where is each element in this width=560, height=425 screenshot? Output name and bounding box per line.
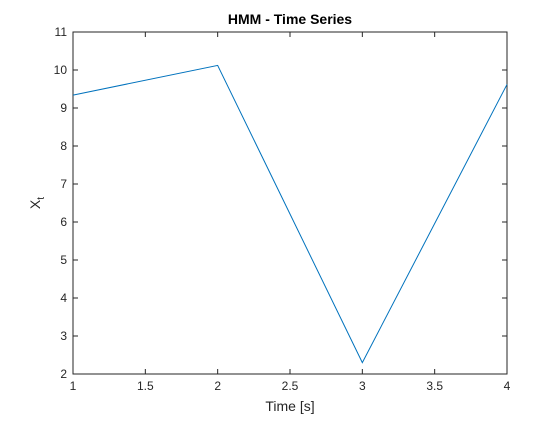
y-tick-label: 6	[60, 215, 67, 229]
y-tick-label: 10	[54, 63, 68, 77]
x-tick-label: 3.5	[426, 379, 443, 393]
y-tick-label: 4	[60, 291, 67, 305]
x-tick-label: 2.5	[282, 379, 299, 393]
series-line	[72, 64, 508, 364]
x-axis-label: Time [s]	[265, 398, 314, 414]
y-tick-label: 8	[60, 139, 67, 153]
x-tick-label: 4	[504, 379, 511, 393]
y-tick-label: 9	[60, 101, 67, 115]
y-tick-label: 3	[60, 329, 67, 343]
y-tick-label: 2	[60, 367, 67, 381]
x-tick-label: 1	[70, 379, 77, 393]
x-tick-label: 1.5	[137, 379, 154, 393]
y-axis-label: Xt	[27, 197, 47, 209]
plot-area	[72, 31, 508, 375]
y-axis-label-main: X	[27, 199, 43, 209]
y-axis-label-subscript: t	[36, 197, 47, 200]
tick-labels: 1 1.5 2 2.5 3 3.5 4 2 3 4 5 6 7 8 9 10 11	[54, 25, 511, 393]
axis-ticks	[72, 31, 508, 375]
y-tick-label: 7	[60, 177, 67, 191]
x-tick-label: 2	[214, 379, 221, 393]
chart-title: HMM - Time Series	[228, 11, 352, 27]
series-layer	[72, 64, 508, 364]
y-tick-label: 5	[60, 253, 67, 267]
x-tick-label: 3	[359, 379, 366, 393]
y-tick-label: 11	[55, 25, 68, 39]
